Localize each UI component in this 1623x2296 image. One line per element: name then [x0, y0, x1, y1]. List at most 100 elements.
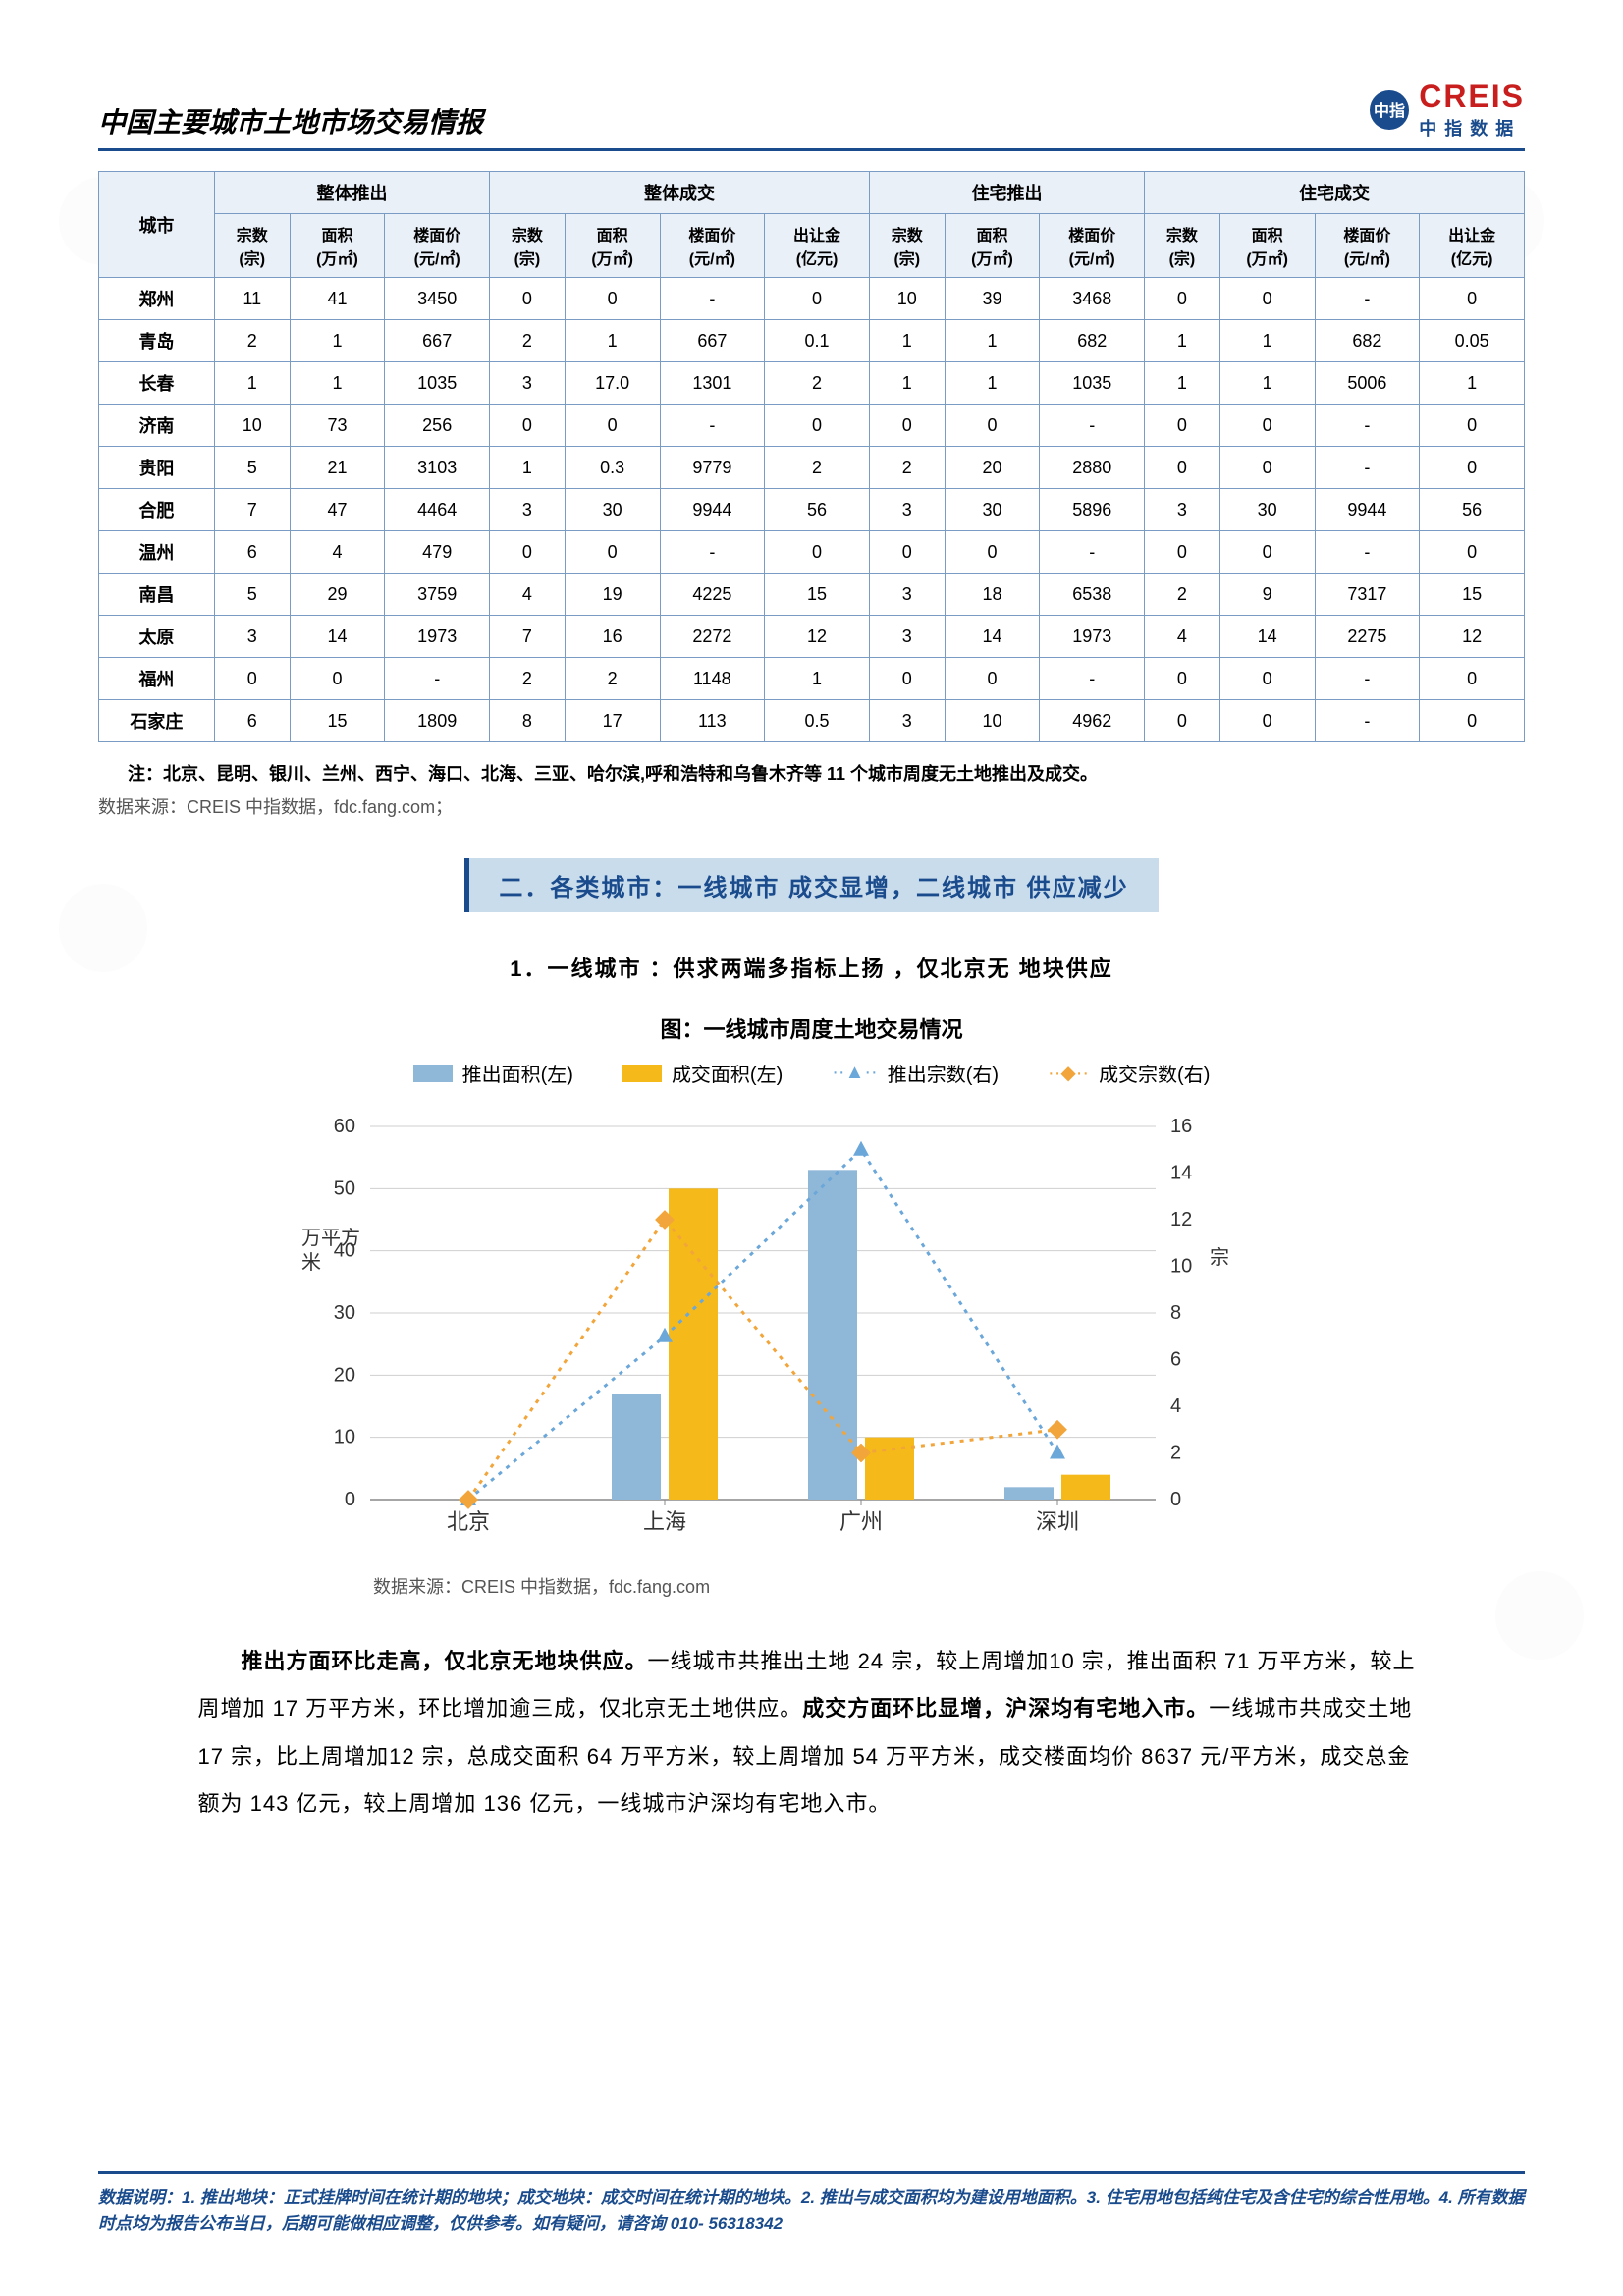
cell: -: [660, 531, 765, 574]
cell: 1809: [385, 700, 490, 742]
cell: 0: [1145, 531, 1220, 574]
svg-text:2: 2: [1170, 1443, 1181, 1464]
cell: 6538: [1040, 574, 1145, 616]
cell: 29: [290, 574, 385, 616]
cell: 4225: [660, 574, 765, 616]
svg-text:上海: 上海: [642, 1509, 685, 1534]
chart-source: 数据来源：CREIS 中指数据，fdc.fang.com: [373, 1573, 1525, 1599]
cell: 0: [869, 531, 945, 574]
cell: 3: [1145, 489, 1220, 531]
cell: 19: [565, 574, 660, 616]
svg-text:米: 米: [301, 1251, 321, 1274]
cell: 0: [1219, 658, 1315, 700]
cell: 41: [290, 278, 385, 320]
svg-text:中指: 中指: [1374, 101, 1405, 120]
cell: 9944: [660, 489, 765, 531]
cell: -: [385, 658, 490, 700]
group-3: 住宅推出: [869, 172, 1144, 214]
cell: 7: [490, 616, 566, 658]
cell: 0: [869, 658, 945, 700]
cell: 17.0: [565, 362, 660, 405]
svg-text:30: 30: [333, 1302, 354, 1324]
cell: 0: [1145, 405, 1220, 447]
cell: 2880: [1040, 447, 1145, 489]
svg-text:6: 6: [1170, 1349, 1181, 1371]
cell: 0: [490, 278, 566, 320]
sub-col: 出让金 (亿元): [765, 214, 870, 278]
cell: 0: [490, 405, 566, 447]
cell: 56: [765, 489, 870, 531]
cell: 2: [1145, 574, 1220, 616]
cell: 6: [214, 531, 290, 574]
cell: 3468: [1040, 278, 1145, 320]
cell: 0: [565, 405, 660, 447]
cell: 0: [565, 531, 660, 574]
cell: 0: [1420, 447, 1525, 489]
cell: 0: [945, 658, 1040, 700]
cell: 5: [214, 447, 290, 489]
cell: 15: [1420, 574, 1525, 616]
cell: 14: [945, 616, 1040, 658]
cell: 30: [1219, 489, 1315, 531]
cell: 47: [290, 489, 385, 531]
page-header: 中国主要城市土地市场交易情报 中指 CREIS 中指数据: [98, 79, 1525, 151]
cell: 0: [1145, 278, 1220, 320]
cell: 0: [1145, 658, 1220, 700]
cell: -: [1040, 658, 1145, 700]
cell: 1: [1219, 362, 1315, 405]
table-row: 福州00-221148100-00-0: [99, 658, 1525, 700]
cell: 0: [214, 658, 290, 700]
svg-text:深圳: 深圳: [1035, 1509, 1078, 1534]
cell: 14: [1219, 616, 1315, 658]
cell: 1: [1420, 362, 1525, 405]
cell: 0: [1219, 531, 1315, 574]
table-row: 贵阳521310310.397792220288000-0: [99, 447, 1525, 489]
sub-col: 面积 (万㎡): [1219, 214, 1315, 278]
legend-bar1: 推出面积(左): [413, 1059, 573, 1087]
legend-line2: ··◆··成交宗数(右): [1048, 1059, 1210, 1087]
cell: 5: [214, 574, 290, 616]
cell: 2: [565, 658, 660, 700]
cell: 2272: [660, 616, 765, 658]
cell: 2: [490, 658, 566, 700]
svg-text:万平方: 万平方: [301, 1227, 360, 1249]
cell: 15: [290, 700, 385, 742]
table-row: 青岛21667216670.111682116820.05: [99, 320, 1525, 362]
sub-col: 宗数 (宗): [490, 214, 566, 278]
cell: 10: [869, 278, 945, 320]
cell: -: [1315, 278, 1420, 320]
cell: 1: [1219, 320, 1315, 362]
cell: -: [1040, 531, 1145, 574]
table-row: 石家庄61518098171130.5310496200-0: [99, 700, 1525, 742]
cell: 4: [490, 574, 566, 616]
cell: 3: [869, 616, 945, 658]
cell: 9944: [1315, 489, 1420, 531]
table-row: 合肥74744643309944563305896330994456: [99, 489, 1525, 531]
cell: 0: [1219, 447, 1315, 489]
cell: -: [1315, 405, 1420, 447]
cell: 1973: [385, 616, 490, 658]
cell: 3: [490, 362, 566, 405]
cell: 56: [1420, 489, 1525, 531]
cell: 256: [385, 405, 490, 447]
logo-icon: 中指: [1368, 88, 1411, 132]
cell: 479: [385, 531, 490, 574]
cell: 10: [945, 700, 1040, 742]
cell: 0: [945, 531, 1040, 574]
cell: 0: [1219, 700, 1315, 742]
cell: 1: [945, 362, 1040, 405]
cell: 3: [869, 574, 945, 616]
page-footer: 数据说明：1. 推出地块：正式挂牌时间在统计期的地块；成交地块：成交时间在统计期…: [98, 2171, 1525, 2237]
cell: -: [660, 278, 765, 320]
cell: 1148: [660, 658, 765, 700]
sub-col: 楼面价 (元/㎡): [385, 214, 490, 278]
cell: 12: [765, 616, 870, 658]
cell: 16: [565, 616, 660, 658]
cell: 1035: [385, 362, 490, 405]
cell: 1: [869, 362, 945, 405]
svg-text:4: 4: [1170, 1395, 1181, 1417]
logo-text-sub: 中指数据: [1419, 115, 1525, 140]
cell: 1: [565, 320, 660, 362]
cell: 8: [490, 700, 566, 742]
cell: 1: [1145, 362, 1220, 405]
